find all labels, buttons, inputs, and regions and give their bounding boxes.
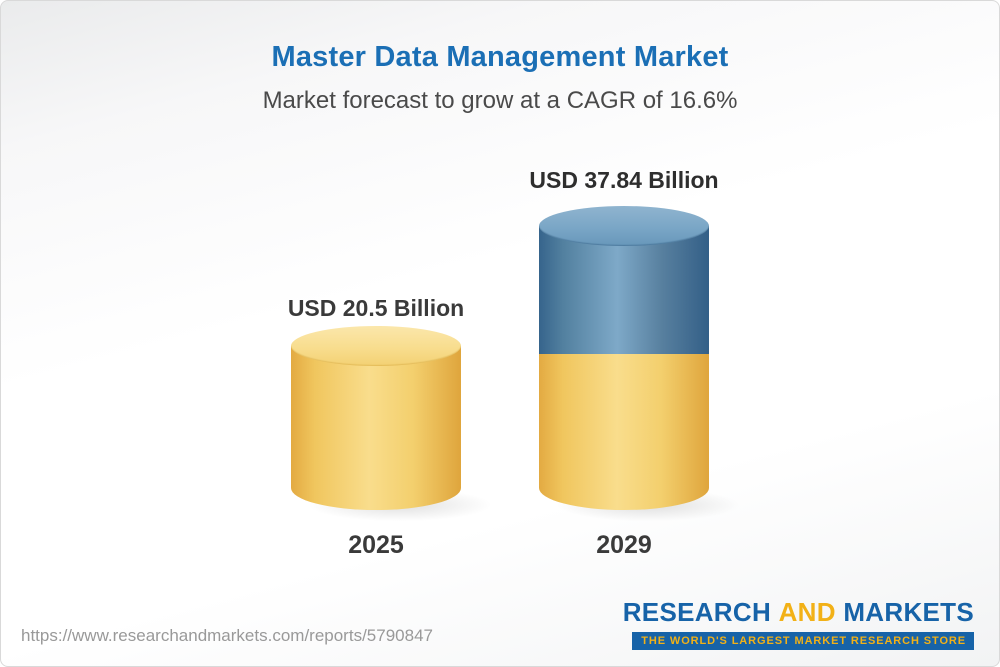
page-subtitle: Market forecast to grow at a CAGR of 16.… xyxy=(262,87,738,114)
report-url: https://www.researchandmarkets.com/repor… xyxy=(21,626,433,645)
research-and-markets-logo: RESEARCH AND MARKETS xyxy=(623,597,974,628)
logo-tagline: THE WORLD'S LARGEST MARKET RESEARCH STOR… xyxy=(632,632,974,650)
x-axis-label-2029: 2029 xyxy=(596,531,652,559)
x-axis-label-2025: 2025 xyxy=(348,531,404,559)
logo-word-research: RESEARCH xyxy=(622,597,772,627)
value-label-2029: USD 37.84 Billion xyxy=(529,167,719,193)
value-label-2025: USD 20.5 Billion xyxy=(287,295,465,321)
bar-2029-top-ellipse xyxy=(539,206,709,246)
bar-2029-cylinder xyxy=(539,206,743,522)
logo-word-markets: MARKETS xyxy=(843,597,974,627)
bar-2029-base-segment xyxy=(539,354,709,510)
bar-2025-body xyxy=(291,346,461,510)
bar-2029-growth-segment xyxy=(539,226,709,354)
logo-word-and: AND xyxy=(778,597,836,627)
bar-2025-cylinder xyxy=(291,326,495,522)
page-title: Master Data Management Market xyxy=(271,41,729,73)
bar-2025-top-ellipse xyxy=(291,326,461,366)
